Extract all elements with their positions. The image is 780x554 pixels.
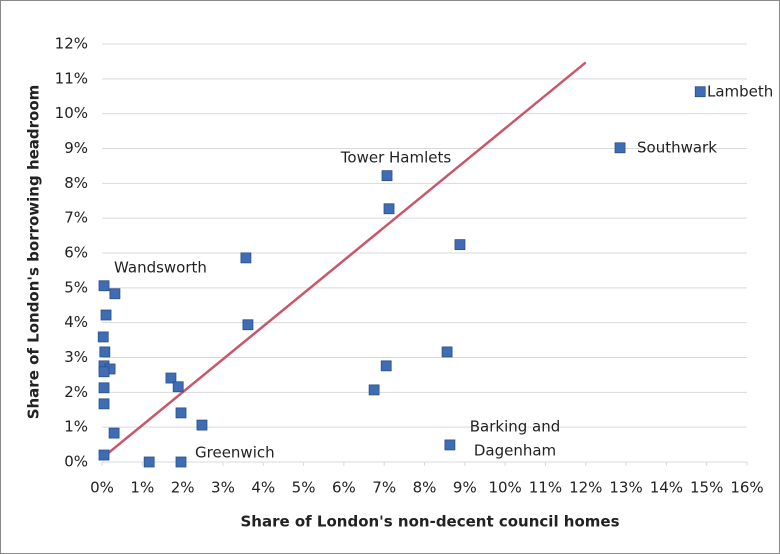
point [368,384,380,396]
point [240,252,252,264]
annotation: Wandsworth [114,259,207,277]
annotation: Dagenham [474,442,556,460]
y-tick-label: 5% [64,278,88,296]
x-tick-label: 2% [171,479,195,497]
point [380,360,392,372]
point [99,346,111,358]
x-tick-label: 9% [453,479,477,497]
y-tick-label: 2% [64,383,88,401]
point [172,381,184,393]
y-tick-label: 3% [64,348,88,366]
point [441,346,453,358]
x-tick-label: 6% [332,479,356,497]
point [242,319,254,331]
point [98,449,110,461]
point [98,382,110,394]
x-tick-label: 10% [488,479,521,497]
x-tick-label: 15% [690,479,723,497]
point [97,331,109,343]
annotation: Tower Hamlets [340,149,452,167]
point [196,419,208,431]
point [98,366,110,378]
x-tick-label: 5% [292,479,316,497]
annotation: Southwark [637,139,717,157]
y-tick-label: 12% [55,35,88,53]
point [175,456,187,468]
y-tick-label: 8% [64,174,88,192]
y-tick-label: 1% [64,418,88,436]
point [165,372,177,384]
x-tick-label: 13% [609,479,642,497]
x-tick-label: 1% [130,479,154,497]
point [175,407,187,419]
x-axis-title: Share of London's non-decent council hom… [240,513,619,531]
point [98,280,110,292]
y-tick-label: 10% [55,104,88,122]
annotation: Greenwich [195,444,275,462]
point [381,170,393,182]
point [454,239,466,251]
point [143,456,155,468]
y-tick-label: 0% [64,453,88,471]
x-tick-label: 14% [650,479,683,497]
point [614,142,626,154]
x-tick-label: 16% [730,479,763,497]
y-tick-label: 9% [64,139,88,157]
point [98,398,110,410]
point [109,288,121,300]
trend-line [101,61,587,460]
x-tick-label: 7% [372,479,396,497]
point [694,86,706,98]
point [108,427,120,439]
x-tick-label: 12% [569,479,602,497]
y-tick-label: 11% [55,69,88,87]
y-tick-label: 6% [64,244,88,262]
x-tick-label: 4% [251,479,275,497]
point [383,203,395,215]
annotation: Lambeth [707,83,773,101]
x-tick-label: 8% [413,479,437,497]
y-tick-label: 4% [64,313,88,331]
x-tick-label: 11% [529,479,562,497]
point [100,309,112,321]
annotation: Barking and [470,418,561,436]
y-tick-label: 7% [64,209,88,227]
x-tick-label: 3% [211,479,235,497]
x-tick-label: 0% [90,479,114,497]
y-axis-title: Share of London's borrowing headroom [25,85,43,420]
point [444,439,456,451]
